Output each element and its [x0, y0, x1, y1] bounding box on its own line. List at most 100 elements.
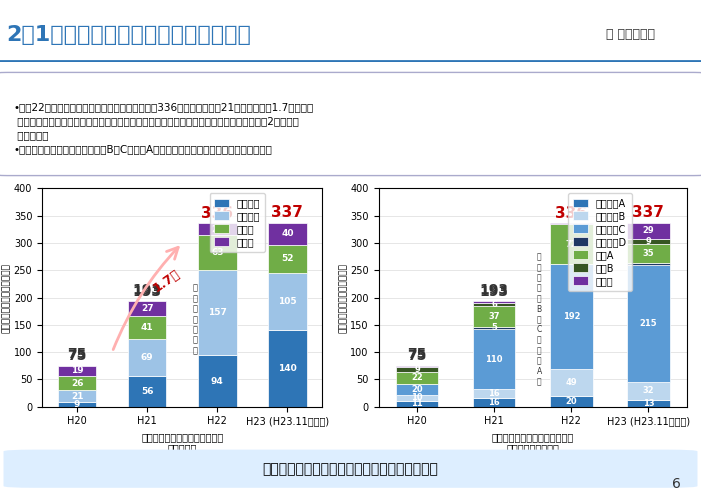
- Text: 94: 94: [211, 376, 224, 385]
- Bar: [627, 263, 669, 265]
- Bar: [627, 265, 669, 382]
- Bar: [627, 400, 669, 407]
- Text: 193: 193: [479, 283, 509, 297]
- Text: 10: 10: [411, 393, 423, 402]
- Bar: [627, 382, 669, 400]
- Text: 337: 337: [271, 205, 304, 220]
- Text: 192: 192: [563, 312, 580, 321]
- Text: 6: 6: [672, 477, 681, 491]
- Text: 20: 20: [411, 385, 423, 394]
- Text: 110: 110: [486, 355, 503, 364]
- Text: 35: 35: [643, 248, 654, 257]
- Bar: [268, 330, 307, 407]
- Bar: [57, 376, 97, 390]
- Bar: [550, 264, 592, 369]
- Text: 193: 193: [132, 283, 162, 297]
- Text: 9: 9: [646, 237, 651, 246]
- Bar: [473, 326, 515, 329]
- Text: 105: 105: [278, 297, 297, 306]
- Text: （
一
般
土
木
B
・
C
、
舗
装
A
）: （ 一 般 土 木 B ・ C 、 舗 装 A ）: [537, 252, 542, 386]
- Text: 337: 337: [632, 205, 665, 220]
- Legend: 一般土木A, 一般土木B, 一般土木C, 一般土木D, 舗装A, 舗装B, その他: 一般土木A, 一般土木B, 一般土木C, 一般土木D, 舗装A, 舗装B, その…: [569, 193, 632, 291]
- Text: 140: 140: [278, 364, 297, 373]
- Text: 41: 41: [141, 323, 154, 332]
- Text: 72: 72: [566, 240, 577, 248]
- Bar: [396, 384, 438, 395]
- Text: 215: 215: [639, 319, 658, 328]
- Bar: [396, 367, 438, 372]
- Text: 6: 6: [491, 300, 497, 309]
- Text: 49: 49: [566, 378, 577, 387]
- Text: 22: 22: [411, 373, 423, 382]
- FancyBboxPatch shape: [4, 449, 697, 488]
- Text: 19: 19: [71, 367, 83, 375]
- Bar: [473, 307, 515, 326]
- Bar: [396, 372, 438, 384]
- Legend: 河川土工, 道路土工, 舗装工, その他: 河川土工, 道路土工, 舗装工, その他: [210, 193, 265, 252]
- Text: 193: 193: [132, 285, 162, 299]
- Text: 21: 21: [71, 391, 83, 401]
- Bar: [128, 302, 167, 316]
- Text: 40: 40: [281, 229, 294, 238]
- Bar: [550, 396, 592, 407]
- Y-axis label: 年度別の活用工事件数（件）: 年度別の活用工事件数（件）: [2, 263, 11, 332]
- Bar: [198, 356, 237, 407]
- Bar: [550, 223, 592, 225]
- Bar: [128, 376, 167, 407]
- Bar: [473, 302, 515, 303]
- Bar: [57, 402, 97, 407]
- Text: 11: 11: [411, 399, 423, 408]
- Bar: [396, 395, 438, 401]
- Text: 2．1　情報化施工技術の活用工事件数: 2．1 情報化施工技術の活用工事件数: [6, 25, 251, 45]
- Bar: [57, 390, 97, 402]
- Bar: [550, 225, 592, 264]
- X-axis label: 情報化施工技術の活用工事件数
（工種別）: 情報化施工技術の活用工事件数 （工種別）: [141, 432, 224, 454]
- Text: 37: 37: [489, 312, 500, 321]
- Bar: [473, 389, 515, 398]
- Text: 75: 75: [67, 347, 87, 362]
- Bar: [128, 338, 167, 376]
- Bar: [473, 303, 515, 307]
- Bar: [396, 366, 438, 367]
- Text: 75: 75: [407, 347, 427, 362]
- Text: 16: 16: [489, 389, 500, 398]
- Text: 56: 56: [141, 387, 154, 396]
- Bar: [396, 401, 438, 407]
- Bar: [198, 270, 237, 356]
- Text: 河
川
・
道
路
土
工: 河 川 ・ 道 路 土 工: [193, 284, 198, 355]
- Text: 75: 75: [67, 349, 87, 363]
- FancyBboxPatch shape: [0, 72, 701, 176]
- Bar: [198, 223, 237, 236]
- X-axis label: 情報化施工技術の活用工事件数
（競争参加資格別）: 情報化施工技術の活用工事件数 （競争参加資格別）: [491, 432, 574, 454]
- Text: 🌏 国土交通省: 🌏 国土交通省: [606, 28, 655, 41]
- Text: 5: 5: [491, 323, 497, 332]
- Text: 情報化施工技術の活用工事件数（契約年度別）: 情報化施工技術の活用工事件数（契約年度別）: [263, 462, 438, 476]
- Text: 16: 16: [489, 398, 500, 407]
- Bar: [550, 369, 592, 396]
- Text: 75: 75: [407, 349, 427, 363]
- Text: 26: 26: [71, 379, 83, 388]
- Text: 157: 157: [208, 308, 226, 317]
- Bar: [627, 223, 669, 239]
- Text: 193: 193: [479, 285, 509, 299]
- Bar: [627, 239, 669, 244]
- Text: 63: 63: [211, 248, 224, 257]
- Bar: [57, 366, 97, 376]
- Text: 336: 336: [555, 206, 587, 221]
- Bar: [473, 329, 515, 389]
- Bar: [268, 245, 307, 273]
- Text: 22: 22: [211, 225, 224, 234]
- Bar: [268, 273, 307, 330]
- Text: 52: 52: [281, 254, 294, 263]
- Text: 69: 69: [141, 353, 154, 362]
- Bar: [627, 244, 669, 263]
- Text: 13: 13: [643, 399, 654, 408]
- Text: 32: 32: [643, 386, 654, 395]
- Bar: [128, 316, 167, 338]
- Bar: [198, 236, 237, 270]
- Text: 20: 20: [566, 397, 577, 406]
- Text: •平成22年度の情報化施工技術の活用工事件数は336件であり、平成21年度に比べて1.7倍に増加
 している。情報化施工技術の活用工事件数の工種内訳は、土工（河: •平成22年度の情報化施工技術の活用工事件数は336件であり、平成21年度に比べ…: [14, 102, 314, 154]
- Text: 336: 336: [201, 206, 233, 221]
- Text: 9: 9: [74, 400, 81, 409]
- Text: 29: 29: [643, 226, 654, 235]
